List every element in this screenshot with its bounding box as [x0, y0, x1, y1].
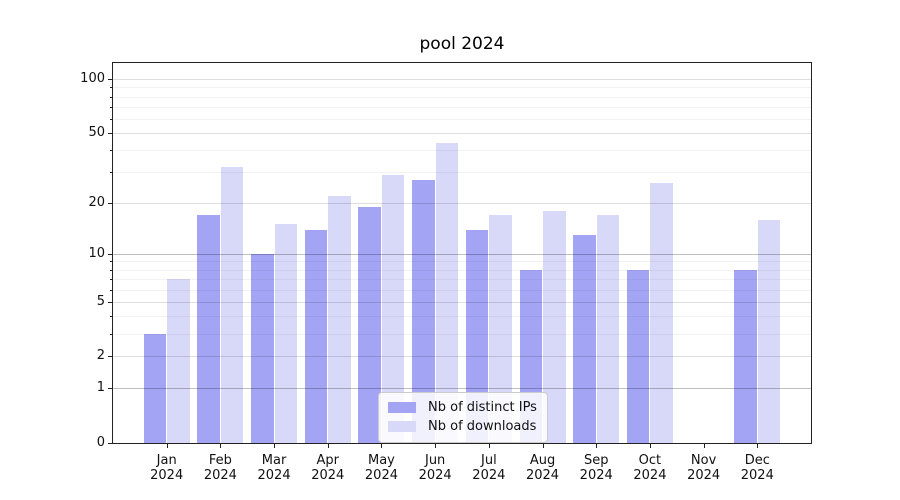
x-tick-month: Mar	[261, 453, 287, 468]
x-tick-year: 2024	[740, 468, 774, 483]
y-axis-tick-label: 2	[96, 348, 105, 363]
x-tick-month: Sep	[583, 453, 609, 468]
x-tick-year: 2024	[472, 468, 506, 483]
x-tick-month: Jul	[481, 453, 497, 468]
x-major-tick	[327, 444, 329, 448]
x-major-tick	[488, 444, 490, 448]
x-axis-tick-label: Apr 2024	[296, 453, 360, 483]
x-axis-tick-label: Nov 2024	[672, 453, 736, 483]
x-tick-year: 2024	[150, 468, 184, 483]
x-axis-tick-label: Mar 2024	[242, 453, 306, 483]
x-major-tick	[596, 444, 598, 448]
x-major-tick	[703, 444, 705, 448]
x-tick-month: Jun	[424, 453, 446, 468]
x-tick-year: 2024	[203, 468, 237, 483]
legend-label-distinct-ips: Nb of distinct IPs	[428, 400, 537, 415]
y-axis-tick-label: 1	[96, 380, 105, 395]
legend: Nb of distinct IPs Nb of downloads	[378, 392, 548, 443]
x-major-tick	[166, 444, 168, 448]
x-axis-tick-label: May 2024	[349, 453, 413, 483]
x-major-tick	[274, 444, 276, 448]
x-tick-month: May	[368, 453, 395, 468]
legend-label-downloads: Nb of downloads	[428, 419, 537, 434]
plot-frame	[112, 62, 812, 444]
legend-item-downloads: Nb of downloads	[388, 417, 537, 436]
y-axis-tick-label: 100	[80, 71, 105, 86]
y-axis-tick-label: 0	[96, 435, 105, 450]
x-axis-tick-label: Dec 2024	[725, 453, 789, 483]
x-tick-month: Apr	[316, 453, 340, 468]
x-axis-tick-label: Aug 2024	[511, 453, 575, 483]
y-axis-tick-label: 50	[88, 125, 105, 140]
y-axis-tick-label: 10	[88, 246, 105, 261]
legend-item-distinct-ips: Nb of distinct IPs	[388, 398, 537, 417]
x-tick-month: Jan	[156, 453, 177, 468]
legend-swatch-downloads	[388, 421, 416, 432]
x-tick-year: 2024	[364, 468, 398, 483]
y-axis-tick-label: 5	[96, 294, 105, 309]
x-axis-tick-label: Jun 2024	[403, 453, 467, 483]
chart-title: pool 2024	[419, 34, 505, 54]
x-major-tick	[435, 444, 437, 448]
x-tick-year: 2024	[633, 468, 667, 483]
x-tick-month: Feb	[208, 453, 232, 468]
x-tick-month: Aug	[529, 453, 556, 468]
x-tick-year: 2024	[525, 468, 560, 483]
x-tick-month: Oct	[638, 453, 662, 468]
x-tick-year: 2024	[311, 468, 345, 483]
x-tick-month: Nov	[690, 453, 717, 468]
legend-swatch-distinct-ips	[388, 402, 416, 413]
x-tick-year: 2024	[687, 468, 721, 483]
x-axis-tick-label: Jan 2024	[135, 453, 199, 483]
x-major-tick	[381, 444, 383, 448]
x-axis-tick-label: Jul 2024	[457, 453, 521, 483]
x-tick-month: Dec	[744, 453, 770, 468]
x-axis-tick-label: Feb 2024	[188, 453, 252, 483]
x-axis-tick-label: Oct 2024	[618, 453, 682, 483]
x-tick-year: 2024	[418, 468, 452, 483]
x-major-tick	[649, 444, 651, 448]
y-axis-tick-label: 20	[88, 195, 105, 210]
x-axis-tick-label: Sep 2024	[564, 453, 628, 483]
x-tick-year: 2024	[257, 468, 291, 483]
x-major-tick	[757, 444, 759, 448]
x-major-tick	[220, 444, 222, 448]
x-major-tick	[542, 444, 544, 448]
x-tick-year: 2024	[579, 468, 613, 483]
